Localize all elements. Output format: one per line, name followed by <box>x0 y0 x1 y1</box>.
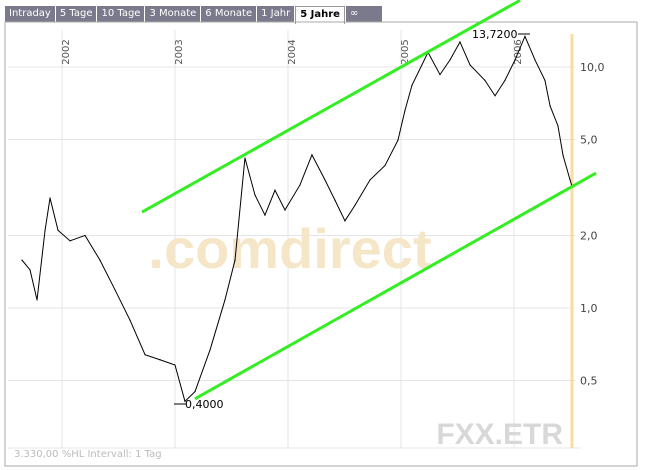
price-point <box>284 209 286 211</box>
footer-info: 3.330,00 %HL Intervall: 1 Tag <box>14 449 162 460</box>
price-point <box>344 220 346 222</box>
price-point <box>174 364 176 366</box>
min-label: 0,4000 <box>185 398 224 411</box>
price-point <box>404 109 406 112</box>
price-point <box>562 154 564 156</box>
price-point <box>114 289 116 291</box>
price-point <box>449 59 451 61</box>
price-point <box>29 269 31 271</box>
price-point <box>69 240 71 242</box>
price-point <box>534 59 536 61</box>
price-point <box>544 79 546 81</box>
price-point <box>49 197 51 199</box>
price-point <box>354 204 356 206</box>
max-label: 13,7200 <box>472 28 518 41</box>
price-point <box>274 189 276 191</box>
price-point <box>209 349 211 351</box>
price-point <box>557 125 559 127</box>
y-tick-label: 0,5 <box>580 375 598 388</box>
tab-max[interactable]: ∞ <box>345 6 382 22</box>
trend-line <box>194 171 597 401</box>
price-point <box>369 179 371 181</box>
price-point <box>439 73 441 76</box>
price-point <box>469 64 471 66</box>
price-point <box>334 199 336 201</box>
x-tick-label: 2005 <box>400 39 411 64</box>
price-point <box>494 95 496 97</box>
y-tick-label: 5,0 <box>580 134 598 147</box>
price-point <box>264 214 266 216</box>
price-point <box>194 390 196 393</box>
price-point <box>99 259 101 261</box>
y-tick-label: 1,0 <box>580 302 598 315</box>
price-point <box>244 157 246 159</box>
price-line <box>21 35 573 403</box>
price-point <box>84 234 86 237</box>
y-tick-label: 2,0 <box>580 229 598 242</box>
price-point <box>397 139 399 141</box>
chart-frame <box>4 21 638 467</box>
price-point <box>234 259 236 261</box>
price-point <box>311 154 313 156</box>
price-point <box>524 35 526 37</box>
price-point <box>484 79 486 81</box>
price-point <box>514 59 516 61</box>
price-point <box>144 354 146 356</box>
price-point <box>36 299 38 301</box>
x-tick-label: 2002 <box>61 39 72 64</box>
price-point <box>459 41 461 43</box>
price-point <box>254 194 256 196</box>
trend-line <box>141 0 521 214</box>
price-point <box>57 229 59 231</box>
price-point <box>569 179 571 181</box>
tab-6-monate[interactable]: 6 Monate <box>201 6 257 22</box>
price-point <box>299 184 301 186</box>
tab-1-jahr[interactable]: 1 Jahr <box>257 6 295 22</box>
price-point <box>384 164 386 167</box>
tab-10-tage[interactable]: 10 Tage <box>97 6 145 22</box>
price-point <box>184 400 186 402</box>
tab-intraday[interactable]: Intraday <box>5 6 55 22</box>
price-point <box>224 299 226 301</box>
price-point <box>549 105 551 107</box>
x-tick-label: 2003 <box>174 39 185 64</box>
price-point <box>504 79 506 81</box>
watermark: .comdirect <box>148 217 431 280</box>
price-point <box>129 319 131 321</box>
price-point <box>44 229 46 231</box>
price-point <box>21 259 23 261</box>
symbol-label: FXX.ETR <box>436 418 563 451</box>
price-point <box>324 179 326 181</box>
y-tick-label: 10,0 <box>580 61 605 74</box>
period-tabs: Intraday 5 Tage 10 Tage 3 Monate 6 Monat… <box>5 6 383 24</box>
price-point <box>411 84 413 86</box>
tab-5-jahre[interactable]: 5 Jahre <box>295 6 345 24</box>
tab-3-monate[interactable]: 3 Monate <box>145 6 201 22</box>
tab-5-tage[interactable]: 5 Tage <box>55 6 97 22</box>
x-tick-label: 2004 <box>287 39 298 64</box>
price-point <box>159 359 161 361</box>
